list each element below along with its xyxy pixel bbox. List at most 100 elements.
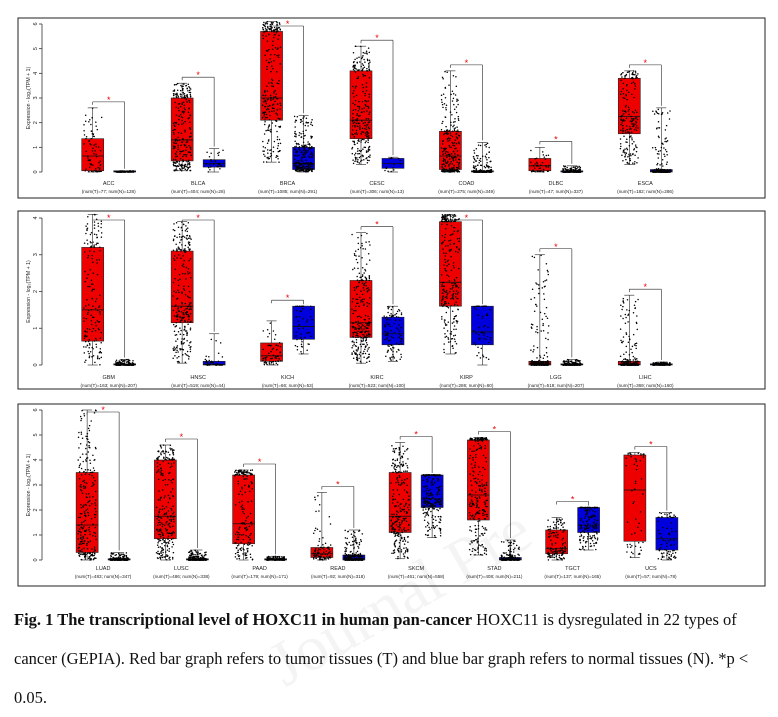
tumor-point (91, 170, 93, 172)
normal-point (475, 309, 477, 311)
tumor-point (441, 101, 443, 103)
normal-point (299, 169, 301, 171)
tumor-point (98, 230, 100, 232)
tumor-point (448, 170, 450, 172)
tumor-point (275, 94, 277, 96)
tumor-point (188, 248, 190, 250)
normal-point (209, 164, 211, 166)
tumor-point (360, 346, 362, 348)
tumor-point (188, 268, 190, 270)
tumor-point (533, 349, 535, 351)
tumor-point (368, 150, 370, 152)
normal-point (304, 156, 306, 158)
tumor-point (181, 124, 183, 126)
tumor-point (264, 124, 266, 126)
normal-point (211, 361, 213, 363)
tumor-point (83, 317, 85, 319)
tumor-point (263, 22, 265, 24)
normal-point (570, 171, 572, 173)
tumor-point (543, 293, 545, 295)
tumor-point (175, 165, 177, 167)
tumor-point (356, 130, 358, 132)
tumor-point (369, 278, 371, 280)
tumor-point (85, 170, 87, 172)
tumor-point (622, 110, 624, 112)
tumor-point (369, 279, 371, 281)
tumor-point (179, 327, 181, 329)
tumor-point (625, 323, 627, 325)
normal-point (295, 154, 297, 156)
tumor-point (263, 146, 265, 148)
tumor-point (96, 259, 98, 261)
tumor-point (95, 143, 97, 145)
tumor-point (369, 244, 371, 246)
x-tick-label: ESCA (638, 181, 653, 187)
tumor-point (357, 354, 359, 356)
normal-point (662, 112, 664, 114)
tumor-point (178, 248, 180, 250)
tumor-point (368, 118, 370, 120)
tumor-point (186, 154, 188, 156)
tumor-point (354, 253, 356, 255)
tumor-point (539, 355, 541, 357)
normal-point (666, 141, 668, 143)
normal-point (295, 169, 297, 171)
tumor-point (543, 281, 545, 283)
tumor-point (177, 149, 179, 151)
normal-point (480, 161, 482, 163)
tumor-point (85, 169, 87, 171)
tumor-point (176, 142, 178, 144)
tumor-point (101, 236, 103, 238)
normal-point (657, 153, 659, 155)
tumor-point (446, 296, 448, 298)
normal-point (397, 329, 399, 331)
tumor-point (632, 111, 634, 113)
tumor-point (538, 288, 540, 290)
normal-point (220, 165, 222, 167)
tumor-point (458, 164, 460, 166)
tumor-point (94, 170, 96, 172)
tumor-point (358, 101, 360, 103)
tumor-point (531, 364, 533, 366)
tumor-point (84, 338, 86, 340)
tumor-point (445, 151, 447, 153)
tumor-point (188, 111, 190, 113)
tumor-point (190, 88, 192, 90)
tumor-point (89, 166, 91, 168)
tumor-box (261, 31, 283, 120)
normal-point (390, 171, 392, 173)
tumor-point (457, 292, 459, 294)
tumor-point (92, 147, 94, 149)
tumor-point (185, 149, 187, 151)
normal-point (655, 171, 657, 173)
tumor-point (185, 169, 187, 171)
tumor-point (368, 318, 370, 320)
tumor-point (88, 255, 90, 257)
normal-point (658, 153, 660, 155)
tumor-point (364, 122, 366, 124)
tumor-point (99, 259, 101, 261)
tumor-point (446, 312, 448, 314)
tumor-point (444, 296, 446, 298)
tumor-point (173, 94, 175, 96)
tumor-point (446, 148, 448, 150)
tumor-point (95, 125, 97, 127)
tumor-point (454, 148, 456, 150)
tumor-point (626, 148, 628, 150)
tumor-point (449, 158, 451, 160)
tumor-point (87, 223, 89, 225)
tumor-point (456, 126, 458, 128)
tumor-point (441, 95, 443, 97)
tumor-point (450, 170, 452, 172)
normal-point (297, 349, 299, 351)
tumor-point (366, 52, 368, 54)
tumor-point (361, 257, 363, 259)
normal-point (483, 326, 485, 328)
tumor-point (84, 335, 86, 337)
tumor-point (365, 158, 367, 160)
tumor-point (447, 260, 449, 262)
tumor-point (446, 132, 448, 134)
tumor-point (634, 129, 636, 131)
tumor-point (267, 143, 269, 145)
tumor-point (452, 296, 454, 298)
